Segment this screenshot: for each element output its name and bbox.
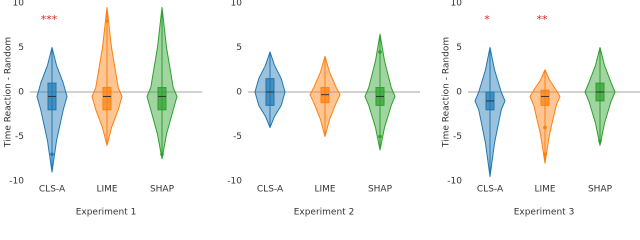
y-tick-label: -10 — [447, 177, 462, 187]
y-axis-label: Time Reaction - Random — [4, 37, 14, 148]
y-tick-label: 5 — [236, 43, 242, 53]
y-tick-label: -5 — [15, 132, 24, 142]
y-tick-label: -5 — [453, 132, 462, 142]
x-axis-label: Experiment 2 — [294, 208, 355, 218]
x-tick-label: CLS-A — [39, 185, 66, 195]
x-tick-label: LIME — [314, 185, 335, 195]
x-tick-label: LIME — [534, 185, 555, 195]
outlier — [50, 152, 54, 157]
outlier — [598, 139, 602, 143]
outlier — [378, 50, 382, 54]
y-tick-label: 0 — [236, 88, 242, 98]
y-tick-label: 10 — [451, 0, 463, 9]
y-tick-label: -5 — [233, 132, 242, 142]
x-tick-label: CLS-A — [257, 185, 284, 195]
significance: ** — [537, 13, 549, 26]
y-tick-label: 10 — [13, 0, 25, 9]
y-tick-label: -10 — [9, 177, 24, 187]
y-tick-label: 10 — [231, 0, 243, 9]
y-tick-label: 5 — [18, 43, 24, 53]
box — [157, 87, 167, 111]
x-tick-label: SHAP — [368, 185, 393, 195]
outlier — [543, 125, 547, 130]
y-axis-label: Time Reaction - Random — [442, 37, 452, 148]
outlier — [378, 134, 382, 139]
x-axis-label: Experiment 1 — [76, 208, 137, 218]
y-tick-label: 0 — [18, 88, 24, 98]
significance: * — [484, 13, 490, 26]
y-tick-label: 5 — [456, 43, 462, 53]
y-tick-label: -10 — [227, 177, 242, 187]
significance: *** — [41, 13, 58, 26]
x-tick-label: CLS-A — [477, 185, 504, 195]
box — [540, 89, 550, 106]
outlier — [105, 19, 109, 23]
chart: 10 5 0 -5 -10 Time Reaction - Random Experimen… — [4, 0, 640, 218]
x-tick-label: SHAP — [588, 185, 613, 195]
y-tick-label: 0 — [456, 88, 462, 98]
x-axis-label: Experiment 3 — [514, 208, 575, 218]
x-tick-label: SHAP — [150, 185, 175, 195]
box — [102, 87, 112, 111]
x-tick-label: LIME — [96, 185, 117, 195]
outlier — [160, 152, 164, 157]
outlier — [543, 152, 547, 157]
